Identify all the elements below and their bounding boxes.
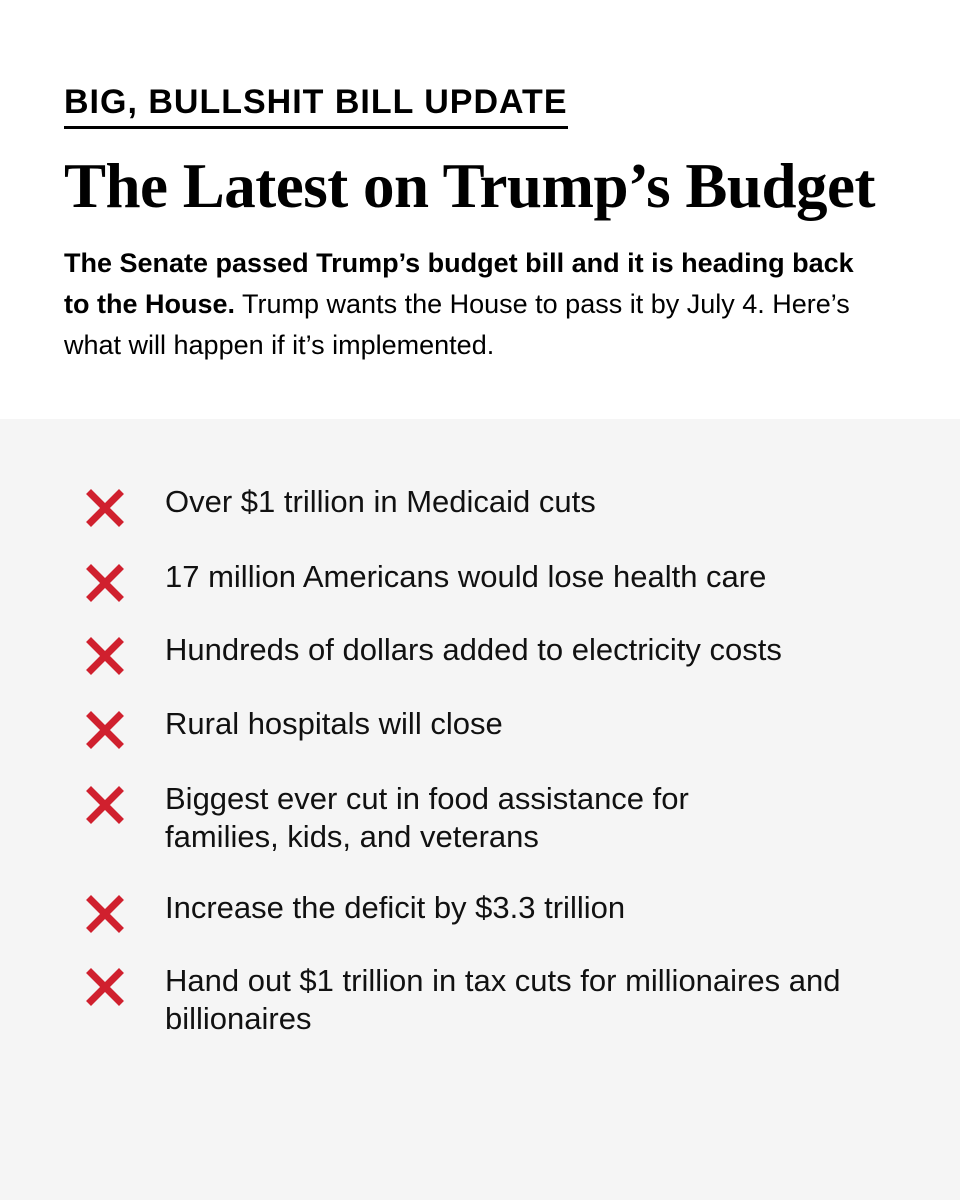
header-section: BIG, BULLSHIT BILL UPDATE The Latest on … (0, 0, 960, 419)
list-item-text: Increase the deficit by $3.3 trillion (165, 890, 626, 925)
list-item-text: Over $1 trillion in Medicaid cuts (165, 484, 596, 519)
eyebrow-label: BIG, BULLSHIT BILL UPDATE (64, 80, 568, 129)
intro-rest-text: Trump wants the House to pass it by July… (64, 289, 850, 360)
intro-bold-text: The Senate passed Trump’s budget bill an… (64, 248, 854, 319)
page-title: The Latest on Trump’s Budget (64, 151, 875, 221)
list-item-text: Biggest ever cut in food assistance for … (165, 781, 689, 854)
x-mark-icon (86, 564, 124, 602)
x-mark-icon (86, 895, 124, 933)
x-mark-icon (86, 637, 124, 675)
list-item-text: Hand out $1 trillion in tax cuts for mil… (165, 963, 841, 1036)
x-mark-icon (86, 786, 124, 824)
x-mark-icon (86, 968, 124, 1006)
list-item-text: 17 million Americans would lose health c… (165, 559, 767, 594)
x-mark-icon (86, 711, 124, 749)
list-item-text: Rural hospitals will close (165, 706, 503, 741)
list-item-text: Hundreds of dollars added to electricity… (165, 632, 782, 667)
x-mark-icon (86, 489, 124, 527)
consequences-panel: Over $1 trillion in Medicaid cuts 17 mil… (0, 419, 960, 1200)
intro-paragraph: The Senate passed Trump’s budget bill an… (64, 243, 864, 366)
